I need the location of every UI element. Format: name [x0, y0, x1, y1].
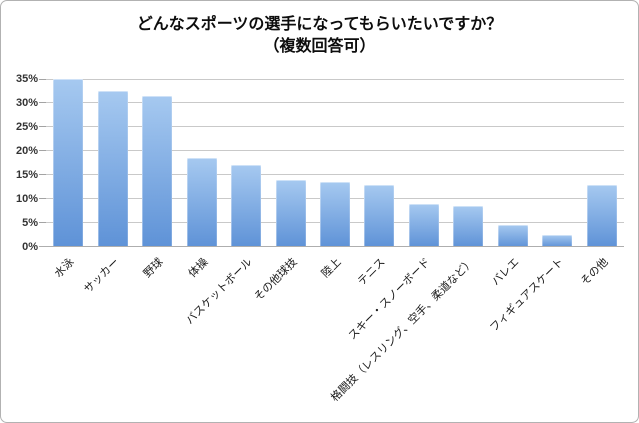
y-axis-tick [39, 174, 46, 175]
chart-title: どんなスポーツの選手になってもらいたいですか？ （複数回答可） [1, 14, 638, 58]
y-axis-tick [39, 79, 46, 80]
bar-12 [542, 235, 573, 247]
y-axis-tick-label: 20% [15, 145, 38, 157]
x-axis-label: バレエ [489, 256, 522, 288]
y-axis-tick-label: 30% [15, 97, 38, 109]
gridline [46, 102, 624, 103]
y-axis-tick [39, 198, 46, 199]
plot-area: 0% 5% 10% 15% 20% 25% 30% 35% 水泳 サッカー 野球 体操 バスケットボール… [16, 73, 624, 404]
x-axis-label: テニス [356, 256, 389, 288]
y-axis-tick [39, 150, 46, 151]
bar-1 [53, 79, 84, 247]
x-axis-label: 陸上 [319, 256, 344, 281]
y-axis-tick-label: 10% [15, 193, 38, 205]
gridline [46, 126, 624, 127]
gridline [46, 150, 624, 151]
y-axis-tick-label: 15% [15, 169, 38, 181]
x-axis-label: 野球 [141, 256, 166, 281]
x-axis-label: その他 [578, 256, 611, 288]
y-axis-tick-label: 35% [15, 73, 38, 85]
x-axis-label: 体操 [186, 256, 211, 281]
y-axis-tick-label: 5% [22, 217, 38, 229]
chart-title-line2: （複数回答可） [263, 38, 376, 55]
chart-title-line1: どんなスポーツの選手になってもらいたいですか？ [136, 16, 503, 33]
y-axis-tick-label: 25% [15, 121, 38, 133]
bar-6 [275, 179, 306, 247]
bar-13 [586, 184, 617, 247]
gridline [46, 79, 624, 80]
bar-10 [453, 206, 484, 247]
y-axis-tick [39, 126, 46, 127]
bar-4 [186, 158, 217, 247]
y-axis-tick [39, 102, 46, 103]
x-axis-line [39, 246, 624, 247]
bar-11 [497, 225, 528, 247]
x-axis-label: サッカー [81, 256, 122, 296]
bar-5 [231, 165, 262, 247]
bar-9 [408, 203, 439, 247]
y-axis-tick-label: 0% [22, 241, 38, 253]
bar-2 [97, 91, 128, 247]
x-axis-label: その他球技 [251, 256, 300, 304]
bar-7 [320, 182, 350, 247]
gridline [46, 174, 624, 175]
x-axis-label: 水泳 [52, 256, 77, 281]
bar-8 [364, 184, 395, 247]
y-axis-tick [39, 222, 46, 223]
bar-3 [142, 95, 173, 247]
